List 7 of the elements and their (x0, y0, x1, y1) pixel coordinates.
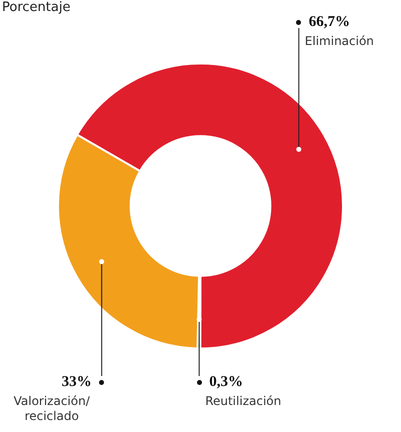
slice-label: Eliminación (304, 34, 374, 48)
slice-label: Reutilización (205, 394, 282, 408)
data-label: 66,7% (308, 14, 350, 30)
data-label: 33% (62, 374, 92, 390)
chart-title: Porcentaje (2, 0, 70, 15)
data-label: 0,3% (209, 374, 243, 390)
slice-label: Valorización/ reciclado (14, 394, 91, 424)
